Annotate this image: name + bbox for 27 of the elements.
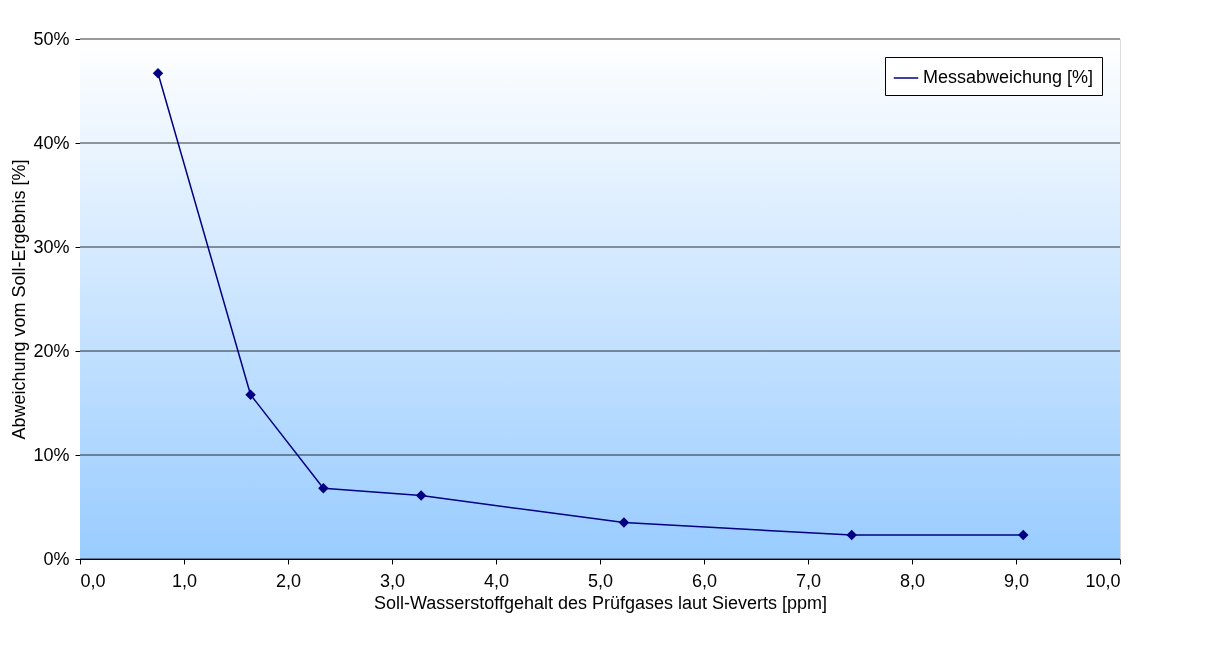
- y-tick-label: 40%: [33, 132, 70, 153]
- x-tick-label: 9,0: [1003, 570, 1030, 591]
- point: [152, 68, 164, 79]
- x-tick-label: 10,0: [1085, 570, 1121, 591]
- point: [618, 517, 630, 528]
- y-tick-label: 20%: [33, 340, 70, 361]
- point: [415, 490, 427, 501]
- x-axis-title: Soll-Wasserstoffgehalt des Prüfgases laut Sieverts [ppm]: [373, 592, 828, 613]
- x-tick-label: 6,0: [691, 570, 718, 591]
- y-tick-label: 0%: [43, 548, 70, 569]
- x-tick-label: 7,0: [795, 570, 822, 591]
- y-tick-label: 10%: [33, 444, 70, 465]
- x-tick-label: 0,0: [80, 570, 106, 591]
- legend-label: Messabweichung [%]: [923, 67, 1094, 87]
- x-tick-label: 5,0: [587, 570, 614, 591]
- x-tick-label: 1,0: [171, 570, 198, 591]
- point: [846, 529, 857, 541]
- x-tick-label: 2,0: [275, 570, 302, 591]
- x-tick-label: 3,0: [379, 570, 406, 591]
- point: [318, 483, 329, 494]
- x-tick-label: 8,0: [899, 570, 926, 591]
- y-tick-label: 30%: [33, 236, 70, 257]
- point: [245, 389, 256, 400]
- point: [1018, 529, 1029, 541]
- x-tick-label: 4,0: [483, 570, 510, 591]
- y-tick-label: 50%: [33, 28, 70, 49]
- y-axis-title: Abweichung vom Soll-Ergebnis [%]: [9, 159, 30, 440]
